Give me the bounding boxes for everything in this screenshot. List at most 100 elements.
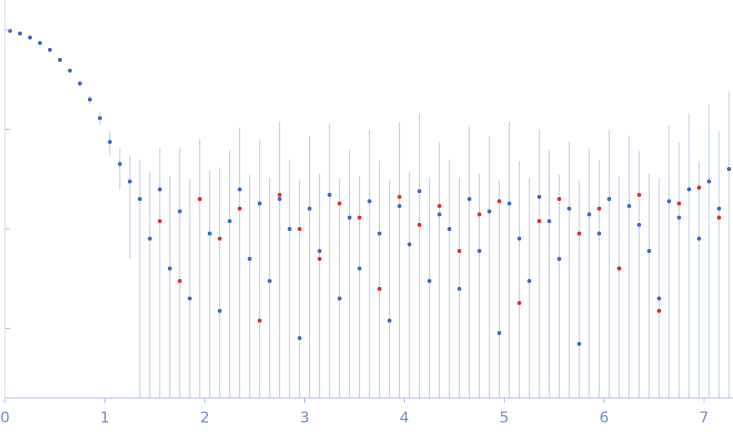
data-point — [337, 201, 342, 206]
data-point — [177, 209, 182, 214]
data-point — [127, 179, 132, 184]
data-point — [717, 215, 722, 220]
data-point — [677, 201, 682, 206]
data-point — [57, 57, 62, 62]
data-point — [117, 161, 122, 166]
data-point — [577, 231, 582, 236]
x-tick-label: 7 — [699, 409, 709, 427]
data-point — [327, 192, 332, 197]
data-point — [487, 209, 492, 214]
data-point — [307, 206, 312, 211]
data-point — [527, 278, 532, 283]
data-point — [207, 231, 212, 236]
data-point — [437, 204, 442, 209]
data-point — [97, 116, 102, 121]
data-point — [297, 226, 302, 231]
data-point — [577, 341, 582, 346]
data-point — [357, 266, 362, 271]
x-tick-label: 2 — [200, 409, 210, 427]
data-point — [227, 219, 232, 224]
data-point — [267, 278, 272, 283]
x-tick-label: 4 — [400, 409, 410, 427]
data-point — [687, 187, 692, 192]
data-point — [497, 199, 502, 204]
data-point — [707, 179, 712, 184]
data-point — [587, 212, 592, 217]
data-point — [717, 206, 722, 211]
data-point — [517, 236, 522, 241]
data-point — [317, 249, 322, 254]
data-point — [257, 318, 262, 323]
data-point — [187, 296, 192, 301]
data-point — [547, 219, 552, 224]
data-point — [67, 68, 72, 73]
data-point — [277, 197, 282, 201]
data-point — [697, 236, 702, 241]
data-point — [407, 242, 412, 247]
data-point — [157, 187, 162, 192]
data-point — [257, 201, 262, 206]
data-point — [567, 206, 572, 211]
data-point — [317, 256, 322, 261]
data-point — [597, 231, 602, 236]
data-point — [447, 226, 452, 231]
data-point — [77, 81, 82, 86]
data-point — [597, 206, 602, 211]
data-point — [377, 286, 382, 291]
data-point — [457, 286, 462, 291]
data-point — [457, 249, 462, 254]
data-point — [437, 212, 442, 217]
data-point — [357, 215, 362, 220]
data-point — [7, 28, 12, 33]
data-point — [647, 249, 652, 254]
data-point — [497, 331, 502, 336]
data-point — [347, 215, 352, 220]
data-point — [177, 278, 182, 283]
data-point — [617, 266, 622, 271]
data-point — [107, 139, 112, 144]
data-point — [557, 256, 562, 261]
x-tick-label: 1 — [100, 409, 110, 427]
data-point — [557, 197, 562, 201]
data-point — [607, 197, 612, 201]
data-point — [217, 236, 222, 241]
data-point — [367, 199, 372, 204]
data-point — [727, 167, 732, 172]
data-point — [507, 201, 512, 206]
data-point — [337, 296, 342, 301]
data-point — [147, 236, 152, 241]
data-point — [37, 40, 42, 45]
data-point — [477, 249, 482, 254]
x-tick-label: 3 — [300, 409, 310, 427]
point-layer — [7, 28, 732, 346]
data-point — [157, 219, 162, 224]
data-point — [427, 278, 432, 283]
data-point — [377, 231, 382, 236]
data-point — [417, 222, 422, 227]
data-point — [237, 206, 242, 211]
data-point — [657, 296, 662, 301]
data-point — [397, 204, 402, 209]
data-point — [167, 266, 172, 271]
data-point — [417, 189, 422, 194]
data-point — [17, 31, 22, 36]
data-point — [467, 197, 472, 201]
data-point — [237, 187, 242, 192]
data-point — [287, 226, 292, 231]
data-point — [247, 256, 252, 261]
x-tick-label: 5 — [500, 409, 510, 427]
data-point — [537, 219, 542, 224]
data-point — [637, 222, 642, 227]
x-tick-label: 0 — [0, 409, 10, 427]
data-point — [87, 97, 92, 102]
data-point — [627, 204, 632, 209]
data-point — [697, 185, 702, 190]
data-point — [657, 308, 662, 313]
data-point — [387, 318, 392, 323]
data-point — [667, 199, 672, 204]
data-point — [137, 197, 142, 201]
data-point — [27, 35, 32, 40]
data-point — [677, 215, 682, 220]
data-point — [297, 336, 302, 341]
